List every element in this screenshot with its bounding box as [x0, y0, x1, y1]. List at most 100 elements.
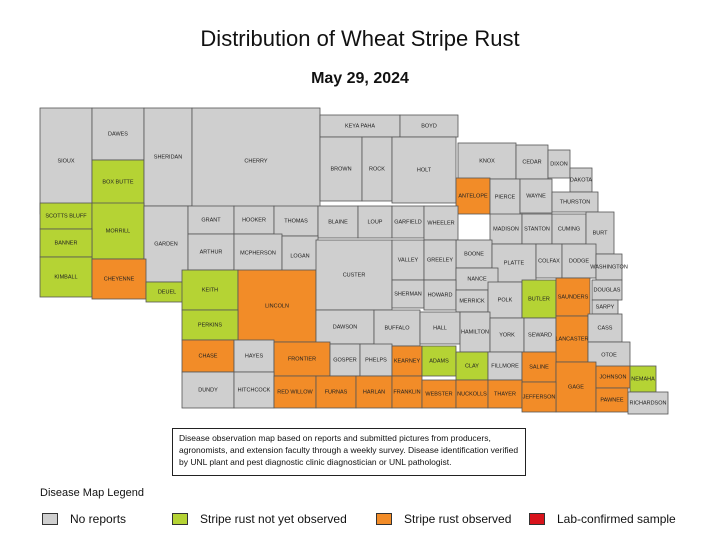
county-buffalo [373, 309, 421, 347]
county-label-merrick: MERRICK [459, 298, 485, 304]
county-sioux [39, 107, 93, 215]
county-label-adams: ADAMS [429, 358, 449, 364]
county-hamilton [459, 311, 491, 353]
county-label-polk: POLK [498, 297, 513, 303]
county-label-brown: BROWN [330, 166, 351, 172]
county-label-deuel: DEUEL [158, 289, 176, 295]
county-label-hooker: HOOKER [242, 217, 266, 223]
county-label-thurston: THURSTON [560, 199, 590, 205]
county-label-knox: KNOX [479, 158, 495, 164]
county-label-nemaha: NEMAHA [631, 376, 655, 382]
county-label-kimball: KIMBALL [54, 274, 77, 280]
county-blaine [317, 205, 359, 239]
county-label-scotts-bluff: SCOTTS BLUFF [45, 213, 87, 219]
county-chase [181, 339, 235, 373]
county-label-dodge: DODGE [569, 258, 590, 264]
county-brown [319, 136, 363, 202]
county-label-perkins: PERKINS [198, 322, 222, 328]
county-label-blaine: BLAINE [328, 219, 348, 225]
county-label-greeley: GREELEY [427, 257, 453, 263]
county-garden [143, 205, 189, 283]
county-label-mcpherson: MCPHERSON [240, 250, 276, 256]
county-label-stanton: STANTON [524, 226, 550, 232]
county-label-dakota: DAKOTA [570, 177, 593, 183]
county-fillmore [487, 351, 523, 381]
county-label-webster: WEBSTER [425, 391, 452, 397]
legend-label: Lab-confirmed sample [557, 512, 676, 526]
county-label-hayes: HAYES [245, 353, 264, 359]
legend-swatch-red [529, 513, 545, 525]
county-label-hamilton: HAMILTON [461, 329, 489, 335]
county-label-seward: SEWARD [528, 332, 552, 338]
county-label-gosper: GOSPER [333, 357, 357, 363]
county-label-lincoln: LINCOLN [265, 303, 289, 309]
county-hitchcock [233, 371, 275, 409]
county-adams [421, 345, 457, 377]
county-butler [521, 279, 557, 319]
county-hayes [233, 339, 275, 373]
county-label-holt: HOLT [417, 167, 432, 173]
county-label-douglas: DOUGLAS [594, 287, 621, 293]
county-richardson [627, 391, 669, 415]
legend-swatch-orange [376, 513, 392, 525]
county-label-howard: HOWARD [428, 292, 453, 298]
county-label-wayne: WAYNE [526, 193, 546, 199]
county-label-saline: SALINE [529, 364, 549, 370]
legend-title: Disease Map Legend [40, 487, 144, 499]
county-label-colfax: COLFAX [538, 258, 560, 264]
county-thomas [273, 205, 319, 237]
county-greeley [423, 239, 457, 281]
county-label-cherry: CHERRY [244, 158, 267, 164]
county-label-thomas: THOMAS [284, 218, 308, 224]
county-label-garden: GARDEN [154, 241, 178, 247]
county-thurston [551, 191, 599, 213]
map-date: May 29, 2024 [311, 70, 409, 87]
county-label-richardson: RICHARDSON [630, 400, 667, 406]
county-pawnee [595, 387, 629, 413]
county-label-frontier: FRONTIER [288, 356, 316, 362]
county-label-clay: CLAY [465, 363, 479, 369]
county-label-cass: CASS [598, 325, 613, 331]
county-dodge [561, 243, 597, 279]
county-cheyenne [91, 258, 147, 300]
county-label-boone: BOONE [464, 251, 484, 257]
county-wayne [519, 178, 553, 214]
county-kimball [39, 256, 93, 298]
county-gosper [329, 343, 361, 377]
county-label-harlan: HARLAN [363, 389, 385, 395]
county-thayer [487, 379, 523, 409]
county-label-nuckolls: NUCKOLLS [457, 391, 487, 397]
county-label-burt: BURT [593, 230, 609, 236]
county-label-fillmore: FILLMORE [491, 363, 519, 369]
county-label-dawes: DAWES [108, 131, 128, 137]
legend-item-not-observed: Stripe rust not yet observed [172, 512, 347, 526]
county-scotts-bluff [39, 202, 93, 230]
county-saunders [555, 277, 591, 317]
county-lancaster [555, 315, 589, 363]
county-garfield [391, 205, 425, 239]
county-clay [455, 351, 489, 381]
legend-item-observed: Stripe rust observed [376, 512, 511, 526]
county-label-morrill: MORRILL [106, 228, 130, 234]
county-nemaha [629, 365, 657, 393]
county-antelope [455, 177, 491, 215]
county-label-otoe: OTOE [601, 352, 617, 358]
county-label-sheridan: SHERIDAN [154, 154, 182, 160]
county-label-logan: LOGAN [290, 253, 309, 259]
county-label-dixon: DIXON [550, 161, 567, 167]
county-label-loup: LOUP [368, 219, 383, 225]
county-label-cheyenne: CHEYENNE [104, 276, 135, 282]
county-label-keith: KEITH [202, 287, 218, 293]
county-banner [39, 228, 93, 258]
county-jefferson [521, 381, 557, 413]
county-hooker [233, 205, 275, 235]
county-label-madison: MADISON [493, 226, 519, 232]
county-label-box-butte: BOX BUTTE [102, 179, 134, 185]
county-label-boyd: BOYD [421, 123, 437, 129]
county-furnas [315, 375, 357, 409]
county-label-antelope: ANTELOPE [458, 193, 488, 199]
county-label-cedar: CEDAR [522, 159, 541, 165]
county-label-buffalo: BUFFALO [384, 325, 410, 331]
legend-label: Stripe rust observed [404, 512, 512, 526]
map-title: Distribution of Wheat Stripe Rust [200, 26, 520, 51]
